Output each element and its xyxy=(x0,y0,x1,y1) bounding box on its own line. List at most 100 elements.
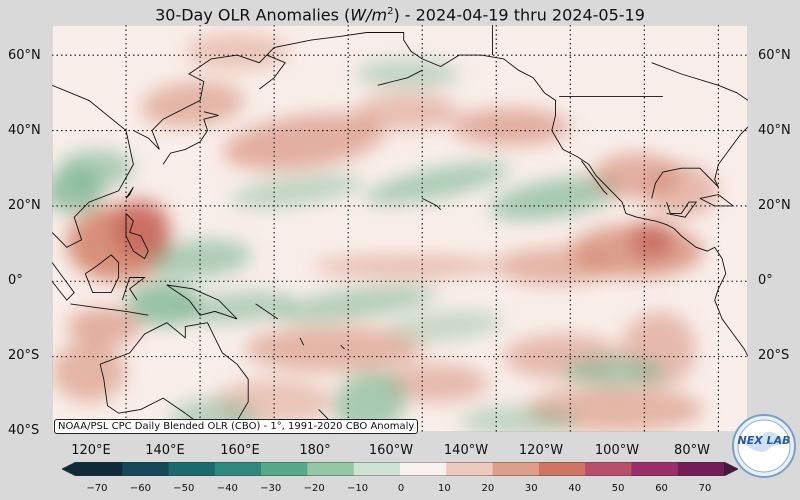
colorbar-bin-13 xyxy=(677,462,725,476)
lon-label-120w: 120°W xyxy=(518,443,564,458)
lon-label-120e: 120°E xyxy=(71,443,111,458)
colorbar-tick-label: −10 xyxy=(347,483,369,494)
colorbar-bin-3 xyxy=(214,462,262,476)
lon-label-140w: 140°W xyxy=(443,443,489,458)
anomaly-region-33 xyxy=(459,405,578,432)
anomaly-region-15 xyxy=(496,247,615,286)
coastline-22 xyxy=(421,197,442,211)
colorbar-bin-12 xyxy=(631,462,679,476)
colorbar-tick-label: 0 xyxy=(397,483,405,494)
anomaly-region-34 xyxy=(355,58,460,90)
coastline-10 xyxy=(70,303,149,316)
anomaly-region-24 xyxy=(244,326,423,372)
colorbar-tick-label: 30 xyxy=(524,483,538,494)
anomaly-region-30 xyxy=(334,370,407,432)
anomaly-field xyxy=(52,32,719,432)
colorbar-tick-label: −40 xyxy=(216,483,238,494)
logo-text: NEX LAB xyxy=(738,434,791,447)
coastline-20 xyxy=(666,201,698,218)
lat-label-right-eq: 0° xyxy=(758,273,773,288)
coastline-13 xyxy=(255,303,279,320)
colorbar-tick-label: −60 xyxy=(129,483,151,494)
lat-label-right-40n: 40°N xyxy=(758,123,791,138)
lon-label-100w: 100°W xyxy=(594,443,640,458)
anomaly-region-8 xyxy=(364,161,510,205)
anomaly-region-12 xyxy=(644,164,719,218)
anomaly-region-22 xyxy=(66,307,141,346)
lat-label-left-20n: 20°N xyxy=(8,198,41,213)
colorbar xyxy=(62,462,738,476)
anomaly-region-5 xyxy=(223,113,385,171)
colorbar-bin-7 xyxy=(400,462,447,476)
colorbar-bin-1 xyxy=(122,462,170,476)
coastline-7 xyxy=(52,262,75,301)
coastline-8 xyxy=(121,277,146,301)
colorbar-bin-5 xyxy=(307,462,355,476)
lat-label-left-40n: 40°N xyxy=(8,123,41,138)
colorbar-tick-label: −70 xyxy=(86,483,108,494)
lat-label-left-60n: 60°N xyxy=(8,48,41,63)
lon-label-180: 180° xyxy=(299,443,331,458)
anomaly-region-19 xyxy=(178,291,297,324)
anomaly-region-23 xyxy=(52,341,127,402)
colorbar-tick-label: 70 xyxy=(698,483,712,494)
colorbar-bin-6 xyxy=(353,462,401,476)
coastline-1 xyxy=(133,32,367,150)
anomaly-region-21 xyxy=(385,310,504,343)
coastline-19 xyxy=(651,126,748,199)
globe-logo-icon: NEX LAB xyxy=(732,414,796,478)
anomaly-region-9 xyxy=(489,176,622,221)
map-title: 30-Day OLR Anomalies (W/m2) - 2024-04-19… xyxy=(0,0,800,24)
coastline-6 xyxy=(84,254,120,294)
colorbar-bin-11 xyxy=(585,462,632,476)
coastline-21 xyxy=(699,194,735,207)
coastline-2 xyxy=(259,54,286,90)
anomaly-region-17 xyxy=(148,239,252,278)
coastline-14 xyxy=(299,337,305,346)
lon-label-80w: 80°W xyxy=(674,443,710,458)
colorbar-extend-max xyxy=(724,462,738,476)
coastline-5 xyxy=(125,213,149,260)
lat-label-right-20n: 20°N xyxy=(758,198,791,213)
coastline-9 xyxy=(166,284,238,320)
lat-label-left-40s: 40°S xyxy=(8,423,40,438)
colorbar-tick-label: 40 xyxy=(568,483,582,494)
olr-anomaly-map xyxy=(52,25,748,432)
lat-label-left-20s: 20°S xyxy=(8,348,40,363)
colorbar-extend-min xyxy=(62,462,76,476)
lat-label-left-eq: 0° xyxy=(8,273,23,288)
anomaly-region-7 xyxy=(451,107,571,146)
coastlines xyxy=(52,25,748,432)
anomaly-region-35 xyxy=(185,32,289,71)
coastline-4 xyxy=(125,186,134,199)
lat-label-right-60n: 60°N xyxy=(758,48,791,63)
anomaly-region-16 xyxy=(311,254,504,278)
coastline-11 xyxy=(99,322,249,429)
title-prefix: 30-Day OLR Anomalies ( xyxy=(155,5,351,25)
anomaly-region-10 xyxy=(230,173,363,209)
anomaly-region-31 xyxy=(562,356,667,387)
coastline-0 xyxy=(52,84,134,248)
anomaly-region-26 xyxy=(385,364,489,402)
anomaly-region-14 xyxy=(629,220,674,259)
coastline-23 xyxy=(651,62,748,101)
anomaly-region-20 xyxy=(274,285,437,323)
anomaly-region-6 xyxy=(355,92,460,131)
colorbar-tick-label: −30 xyxy=(260,483,282,494)
graticule xyxy=(52,25,748,432)
coastline-3 xyxy=(162,111,219,165)
lat-label-right-20s: 20°S xyxy=(758,348,790,363)
coastline-15 xyxy=(340,344,345,350)
colorbar-bin-2 xyxy=(168,462,216,476)
anomaly-region-3 xyxy=(59,149,134,188)
coastline-18 xyxy=(581,160,608,195)
lon-label-160w: 160°W xyxy=(368,443,414,458)
lon-label-140e: 140°E xyxy=(145,443,185,458)
colorbar-tick-label: 50 xyxy=(611,483,625,494)
colorbar-bin-0 xyxy=(76,462,123,476)
colorbar-tick-label: 20 xyxy=(481,483,495,494)
colorbar-bin-10 xyxy=(538,462,586,476)
colorbar-bin-8 xyxy=(446,462,494,476)
title-suffix: ) - 2024-04-19 thru 2024-05-19 xyxy=(393,5,645,25)
coastline-17 xyxy=(377,69,423,86)
